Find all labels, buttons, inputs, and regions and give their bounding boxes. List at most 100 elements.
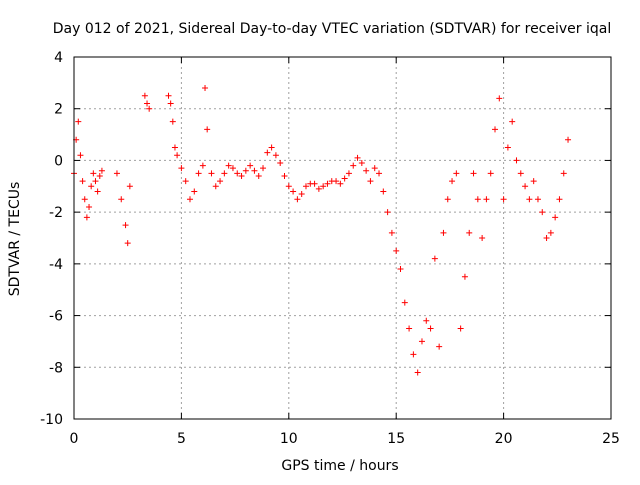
data-point: [242, 167, 249, 174]
data-point: [410, 351, 417, 358]
data-point: [98, 167, 105, 174]
data-point: [358, 160, 365, 167]
data-point: [436, 343, 443, 350]
data-point: [427, 325, 434, 332]
data-point: [487, 170, 494, 177]
data-point: [500, 196, 507, 203]
y-tick-label: -8: [49, 360, 63, 376]
data-point: [337, 180, 344, 187]
data-point: [363, 167, 370, 174]
data-point: [79, 178, 86, 185]
data-point: [208, 170, 215, 177]
data-point: [144, 100, 151, 107]
data-point: [384, 209, 391, 216]
data-point: [457, 325, 464, 332]
data-point: [182, 178, 189, 185]
data-point: [169, 118, 176, 125]
y-tick-label: 4: [54, 50, 63, 66]
data-point: [534, 196, 541, 203]
data-point: [397, 266, 404, 273]
data-point: [371, 165, 378, 172]
data-point: [202, 85, 209, 92]
data-point: [247, 162, 254, 169]
data-point: [302, 183, 309, 190]
data-point: [225, 162, 232, 169]
data-point: [229, 165, 236, 172]
x-tick-label: 0: [70, 431, 79, 447]
data-point: [466, 229, 473, 236]
data-point: [212, 183, 219, 190]
data-point: [440, 229, 447, 236]
data-point: [88, 183, 95, 190]
ticks-layer: [73, 56, 612, 420]
y-tick-label: -2: [49, 205, 63, 221]
plot-frame: [73, 56, 612, 420]
data-point: [124, 240, 131, 247]
data-point: [238, 172, 245, 179]
data-point: [75, 118, 82, 125]
data-point: [260, 165, 267, 172]
data-point: [199, 162, 206, 169]
data-point: [290, 188, 297, 195]
data-point: [474, 196, 481, 203]
x-tick-label: 5: [177, 431, 186, 447]
data-point: [146, 105, 153, 112]
y-tick-label: 2: [54, 102, 63, 118]
data-point: [345, 170, 352, 177]
data-point: [294, 196, 301, 203]
data-point: [509, 118, 516, 125]
data-point: [431, 255, 438, 262]
data-point: [517, 170, 524, 177]
tick-label-layer: 0 5 10 15 20 25 -10 -8 -6 -4 -2 0 2 4: [40, 50, 620, 447]
data-point: [418, 338, 425, 345]
data-point: [221, 170, 228, 177]
data-point: [272, 152, 279, 159]
data-point: [483, 196, 490, 203]
data-point: [530, 178, 537, 185]
data-point: [401, 299, 408, 306]
data-point: [255, 172, 262, 179]
x-tick-label: 15: [387, 431, 405, 447]
data-point: [539, 209, 546, 216]
data-point: [461, 273, 468, 280]
data-point: [277, 160, 284, 167]
data-point: [393, 247, 400, 254]
data-point: [234, 170, 241, 177]
data-point: [496, 95, 503, 102]
data-point: [423, 317, 430, 324]
data-point: [126, 183, 133, 190]
data-point: [324, 180, 331, 187]
data-point: [492, 126, 499, 133]
data-point: [186, 196, 193, 203]
data-point: [470, 170, 477, 177]
data-point: [81, 196, 88, 203]
data-point: [298, 191, 305, 198]
data-point: [504, 144, 511, 151]
data-point: [94, 188, 101, 195]
y-tick-label: -4: [49, 257, 63, 273]
data-point: [453, 170, 460, 177]
data-point: [513, 157, 520, 164]
chart-title: Day 012 of 2021, Sidereal Day-to-day VTE…: [53, 21, 611, 37]
data-point: [251, 167, 258, 174]
data-point: [167, 100, 174, 107]
data-point: [92, 178, 99, 185]
data-point: [341, 175, 348, 182]
data-point: [522, 183, 529, 190]
data-point: [380, 188, 387, 195]
data-point: [311, 180, 318, 187]
data-point: [556, 196, 563, 203]
data-point: [90, 170, 97, 177]
grid-layer: [74, 57, 611, 419]
data-point: [122, 222, 129, 229]
y-tick-label: -6: [49, 309, 63, 325]
y-axis-label: SDTVAR / TECUs: [7, 182, 23, 297]
data-point: [285, 183, 292, 190]
data-point: [141, 92, 148, 99]
x-tick-label: 25: [602, 431, 620, 447]
data-point: [376, 170, 383, 177]
data-point: [560, 170, 567, 177]
data-point: [264, 149, 271, 156]
data-point: [204, 126, 211, 133]
